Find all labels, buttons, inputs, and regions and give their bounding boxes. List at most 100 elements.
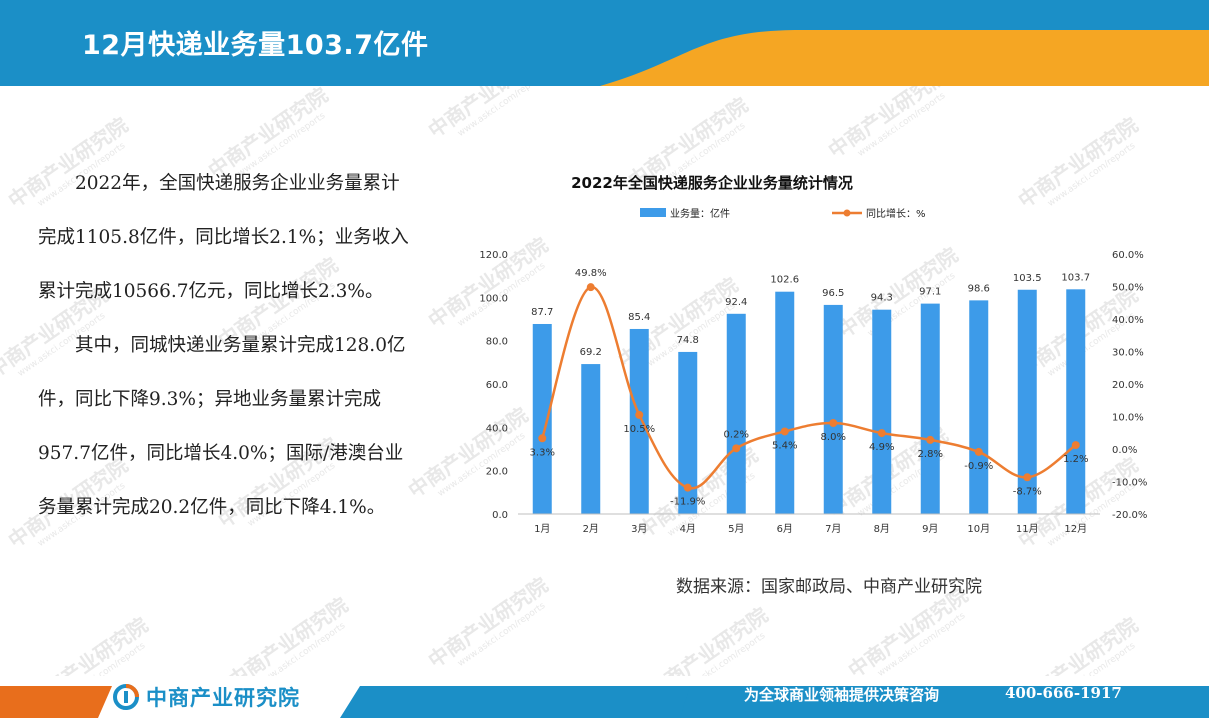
watermark-url: www.askci.com/reports [876,611,968,676]
legend-bar-swatch [640,208,666,217]
growth-point [780,427,789,436]
y-tick-right: 60.0% [1112,250,1144,261]
growth-value-label: -0.9% [964,461,993,472]
y-tick-right: -20.0% [1112,510,1147,521]
y-tick-left: 120.0 [479,250,508,261]
y-tick-left: 40.0 [486,423,508,434]
footer-slogan: 为全球商业领袖提供决策咨询 [744,686,940,704]
bar-value-label: 85.4 [628,312,650,323]
watermark-url: www.askci.com/reports [256,621,348,676]
volume-bar [581,364,601,514]
y-tick-right: 10.0% [1112,413,1144,424]
page-title: 12月快递业务量103.7亿件 [82,30,429,61]
growth-line [541,285,1077,490]
growth-value-label: 5.4% [772,440,797,451]
growth-point [635,410,644,419]
y-tick-right: 20.0% [1112,380,1144,391]
watermark-url: www.askci.com/reports [676,631,768,676]
x-tick-label: 10月 [967,523,990,535]
watermark-url: www.askci.com/reports [1046,641,1138,676]
watermark-text: 中商产业研究院 [423,86,553,143]
growth-point [829,419,838,427]
y-tick-left: 20.0 [486,467,508,478]
volume-bar [1066,289,1086,514]
x-tick-label: 1月 [534,523,550,535]
brand-logo-icon [113,684,139,710]
header-banner: 12月快递业务量103.7亿件 [0,0,1209,86]
x-tick-label: 9月 [922,523,938,535]
growth-point [732,444,741,453]
volume-bar [678,351,698,514]
y-tick-right: 40.0% [1112,315,1144,326]
volume-bar [726,313,746,514]
growth-value-label: 3.3% [530,447,555,458]
summary-paragraph-1: 2022年，全国快递服务企业业务量累计完成1105.8亿件，同比增长2.1%；业… [38,173,409,302]
watermark-text: 中商产业研究院 [1013,612,1143,676]
x-tick-label: 5月 [728,523,744,535]
footer-brand-name: 中商产业研究院 [146,686,300,710]
growth-value-label: 1.2% [1063,454,1088,465]
volume-bar [532,323,552,514]
growth-value-label: 8.0% [821,432,846,443]
y-tick-left: 100.0 [479,293,508,304]
growth-point [926,435,935,444]
footer-phone: 400-666-1917 [1005,684,1122,702]
legend-bar-label: 业务量：亿件 [670,207,730,220]
bar-value-label: 92.4 [725,297,747,308]
growth-point [538,434,547,443]
y-axis-left: 0.0 20.0 40.0 60.0 80.0 100.0 120.0 [479,250,508,521]
growth-point [974,447,983,456]
growth-value-label: 0.2% [724,429,749,440]
growth-value-label: -8.7% [1013,486,1042,497]
volume-bar [872,309,892,514]
x-tick-label: 11月 [1016,523,1039,535]
volume-bar [629,328,649,514]
y-tick-right: -10.0% [1112,478,1147,489]
growth-value-label: -11.9% [670,497,705,508]
header-background [0,0,1209,86]
express-volume-chart: 2022年全国快递服务企业业务量统计情况 业务量：亿件 同比增长：% 0.0 20… [470,160,1190,590]
watermark-text: 中商产业研究院 [823,86,953,163]
legend-line-label: 同比增长：% [866,207,926,220]
bar-value-label: 74.8 [677,335,699,346]
watermark-text: 中商产业研究院 [643,602,773,676]
y-tick-left: 0.0 [492,510,508,521]
bar-value-label: 103.5 [1013,273,1042,284]
bar-value-label: 102.6 [770,275,799,286]
x-tick-label: 4月 [680,523,696,535]
x-axis-labels: 1月 2月 3月 4月 5月 6月 7月 8月 9月 10月 11月 12月 [534,523,1087,535]
bar-value-label: 97.1 [919,287,941,298]
footer-background [0,686,1209,718]
summary-text: 2022年，全国快递服务企业业务量累计完成1105.8亿件，同比增长2.1%；业… [38,157,410,535]
x-tick-label: 3月 [631,523,647,535]
footer-logo: 中商产业研究院 [112,683,300,711]
y-tick-left: 60.0 [486,380,508,391]
volume-bar [775,291,795,514]
data-source: 数据来源：国家邮政局、中商产业研究院 [676,577,982,597]
y-tick-right: 30.0% [1112,348,1144,359]
data-labels: 87.7 69.2 85.4 74.8 92.4 102.6 96.5 94.3 97.1 98.… [530,268,1091,508]
x-tick-label: 8月 [874,523,890,535]
footer-bar [0,676,1209,718]
growth-value-label: 2.8% [918,449,943,460]
volume-bar [1017,289,1037,514]
y-axis-right: -20.0% -10.0% 0.0% 10.0% 20.0% 30.0% 40.0% 50.0… [1112,250,1147,521]
bar-value-label: 87.7 [531,307,553,318]
growth-point [683,483,692,492]
bar-value-label: 98.6 [968,283,990,294]
bar-value-label: 94.3 [871,293,893,304]
growth-value-label: 49.8% [575,268,607,279]
volume-bar [920,303,940,514]
volume-bar [969,300,989,514]
y-tick-right: 0.0% [1112,445,1137,456]
bar-series [532,289,1086,514]
watermark-text: 中商产业研究院 [23,612,153,676]
growth-point [877,429,886,438]
growth-point [1071,441,1080,450]
watermark-url: www.askci.com/reports [56,641,148,676]
x-tick-label: 12月 [1064,523,1087,535]
line-points [538,283,1080,492]
